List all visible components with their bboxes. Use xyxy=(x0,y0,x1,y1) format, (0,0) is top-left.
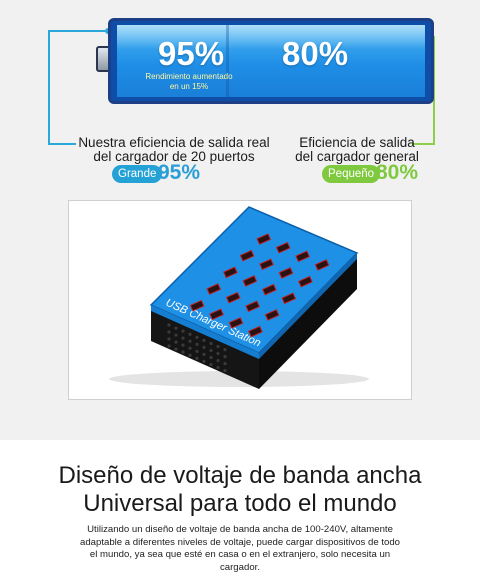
general-efficiency-caption: Eficiencia de salida del cargador genera… xyxy=(282,136,432,164)
connector-line-left-bottom xyxy=(48,143,76,145)
usb-port xyxy=(264,309,280,321)
connector-line-left xyxy=(48,30,110,32)
vent-hole xyxy=(188,353,192,357)
usb-port xyxy=(245,300,261,313)
vent-hole xyxy=(167,344,171,348)
real-efficiency-caption-line1: Nuestra eficiencia de salida real xyxy=(78,135,270,150)
battery-real-percentage: 95% xyxy=(158,35,225,72)
real-efficiency-percentage: 95% xyxy=(158,161,201,184)
usb-port xyxy=(206,283,222,295)
usb-port xyxy=(278,267,294,279)
usb-port xyxy=(225,291,241,304)
description-text: Utilizando un diseño de voltaje de banda… xyxy=(80,524,401,573)
vent-hole xyxy=(188,346,192,350)
vent-hole xyxy=(174,340,178,344)
badge-grande: Grande xyxy=(112,165,163,183)
vent-hole xyxy=(202,359,206,363)
general-efficiency-percentage: 80% xyxy=(376,161,419,184)
connector-line-left-vertical xyxy=(48,30,50,144)
usb-port xyxy=(314,259,330,271)
vent-hole xyxy=(216,344,220,349)
vent-hole xyxy=(223,369,227,373)
general-efficiency-caption-line2: del cargador general xyxy=(295,149,419,164)
vent-hole xyxy=(216,365,220,370)
battery-note: Rendimiento aumentado en un 15% xyxy=(145,72,233,91)
usb-port xyxy=(295,250,311,263)
vent-hole xyxy=(195,349,199,353)
vent-hole xyxy=(181,343,185,347)
vent-hole xyxy=(216,358,220,363)
vent-hole xyxy=(181,336,185,340)
vent-hole xyxy=(181,350,185,354)
heading-line2: Universal para todo el mundo xyxy=(83,490,397,517)
vent-hole xyxy=(209,362,213,367)
vent-hole xyxy=(223,355,227,359)
usb-port xyxy=(228,317,244,329)
vent-hole xyxy=(202,338,206,342)
battery-graphic xyxy=(108,18,434,104)
usb-charger-station-image: USB Charger Station xyxy=(109,206,369,389)
usb-port xyxy=(209,308,224,321)
real-efficiency-caption-line2: del cargador de 20 puertos xyxy=(93,149,255,164)
vent-hole xyxy=(209,341,213,346)
vent-hole xyxy=(223,362,227,366)
vent-hole xyxy=(174,326,178,330)
vent-hole xyxy=(195,335,199,339)
product-photo: USB Charger Station xyxy=(68,200,412,400)
vent-hole xyxy=(174,347,178,351)
usb-port xyxy=(189,299,205,312)
battery-general-percentage: 80% xyxy=(282,35,349,72)
usb-port xyxy=(242,275,258,287)
vent-hole xyxy=(167,330,171,334)
vent-hole xyxy=(195,356,199,360)
usb-ports xyxy=(189,233,330,338)
vent-hole xyxy=(223,348,227,352)
vent-hole xyxy=(209,348,213,353)
usb-port xyxy=(261,283,277,296)
usb-port xyxy=(256,233,272,245)
usb-port xyxy=(298,275,313,288)
usb-port xyxy=(281,292,297,305)
connector-line-right-bottom xyxy=(412,143,435,145)
usb-port xyxy=(239,249,255,262)
vent-hole xyxy=(167,337,171,341)
vent-hole xyxy=(202,352,206,356)
heading-line1: Diseño de voltaje de banda ancha xyxy=(58,462,422,489)
vent-hole xyxy=(181,329,185,333)
vent-hole xyxy=(209,355,213,360)
battery-divider xyxy=(226,25,229,97)
vent-hole xyxy=(188,339,192,343)
vent-hole xyxy=(216,351,220,356)
usb-port xyxy=(223,266,238,279)
usb-port xyxy=(259,258,274,271)
vent-hole xyxy=(188,332,192,336)
connector-line-right-vertical xyxy=(433,36,435,144)
real-efficiency-caption: Nuestra eficiencia de salida real del ca… xyxy=(74,136,274,164)
usb-port xyxy=(248,325,263,338)
vent-hole xyxy=(195,342,199,346)
vent-hole xyxy=(167,323,171,327)
vent-hole xyxy=(174,333,178,337)
usb-port xyxy=(275,241,291,254)
badge-pequeno: Pequeño xyxy=(322,165,381,183)
vent-hole xyxy=(202,345,206,349)
general-efficiency-caption-line1: Eficiencia de salida xyxy=(299,135,415,150)
vent-grille xyxy=(167,323,227,373)
